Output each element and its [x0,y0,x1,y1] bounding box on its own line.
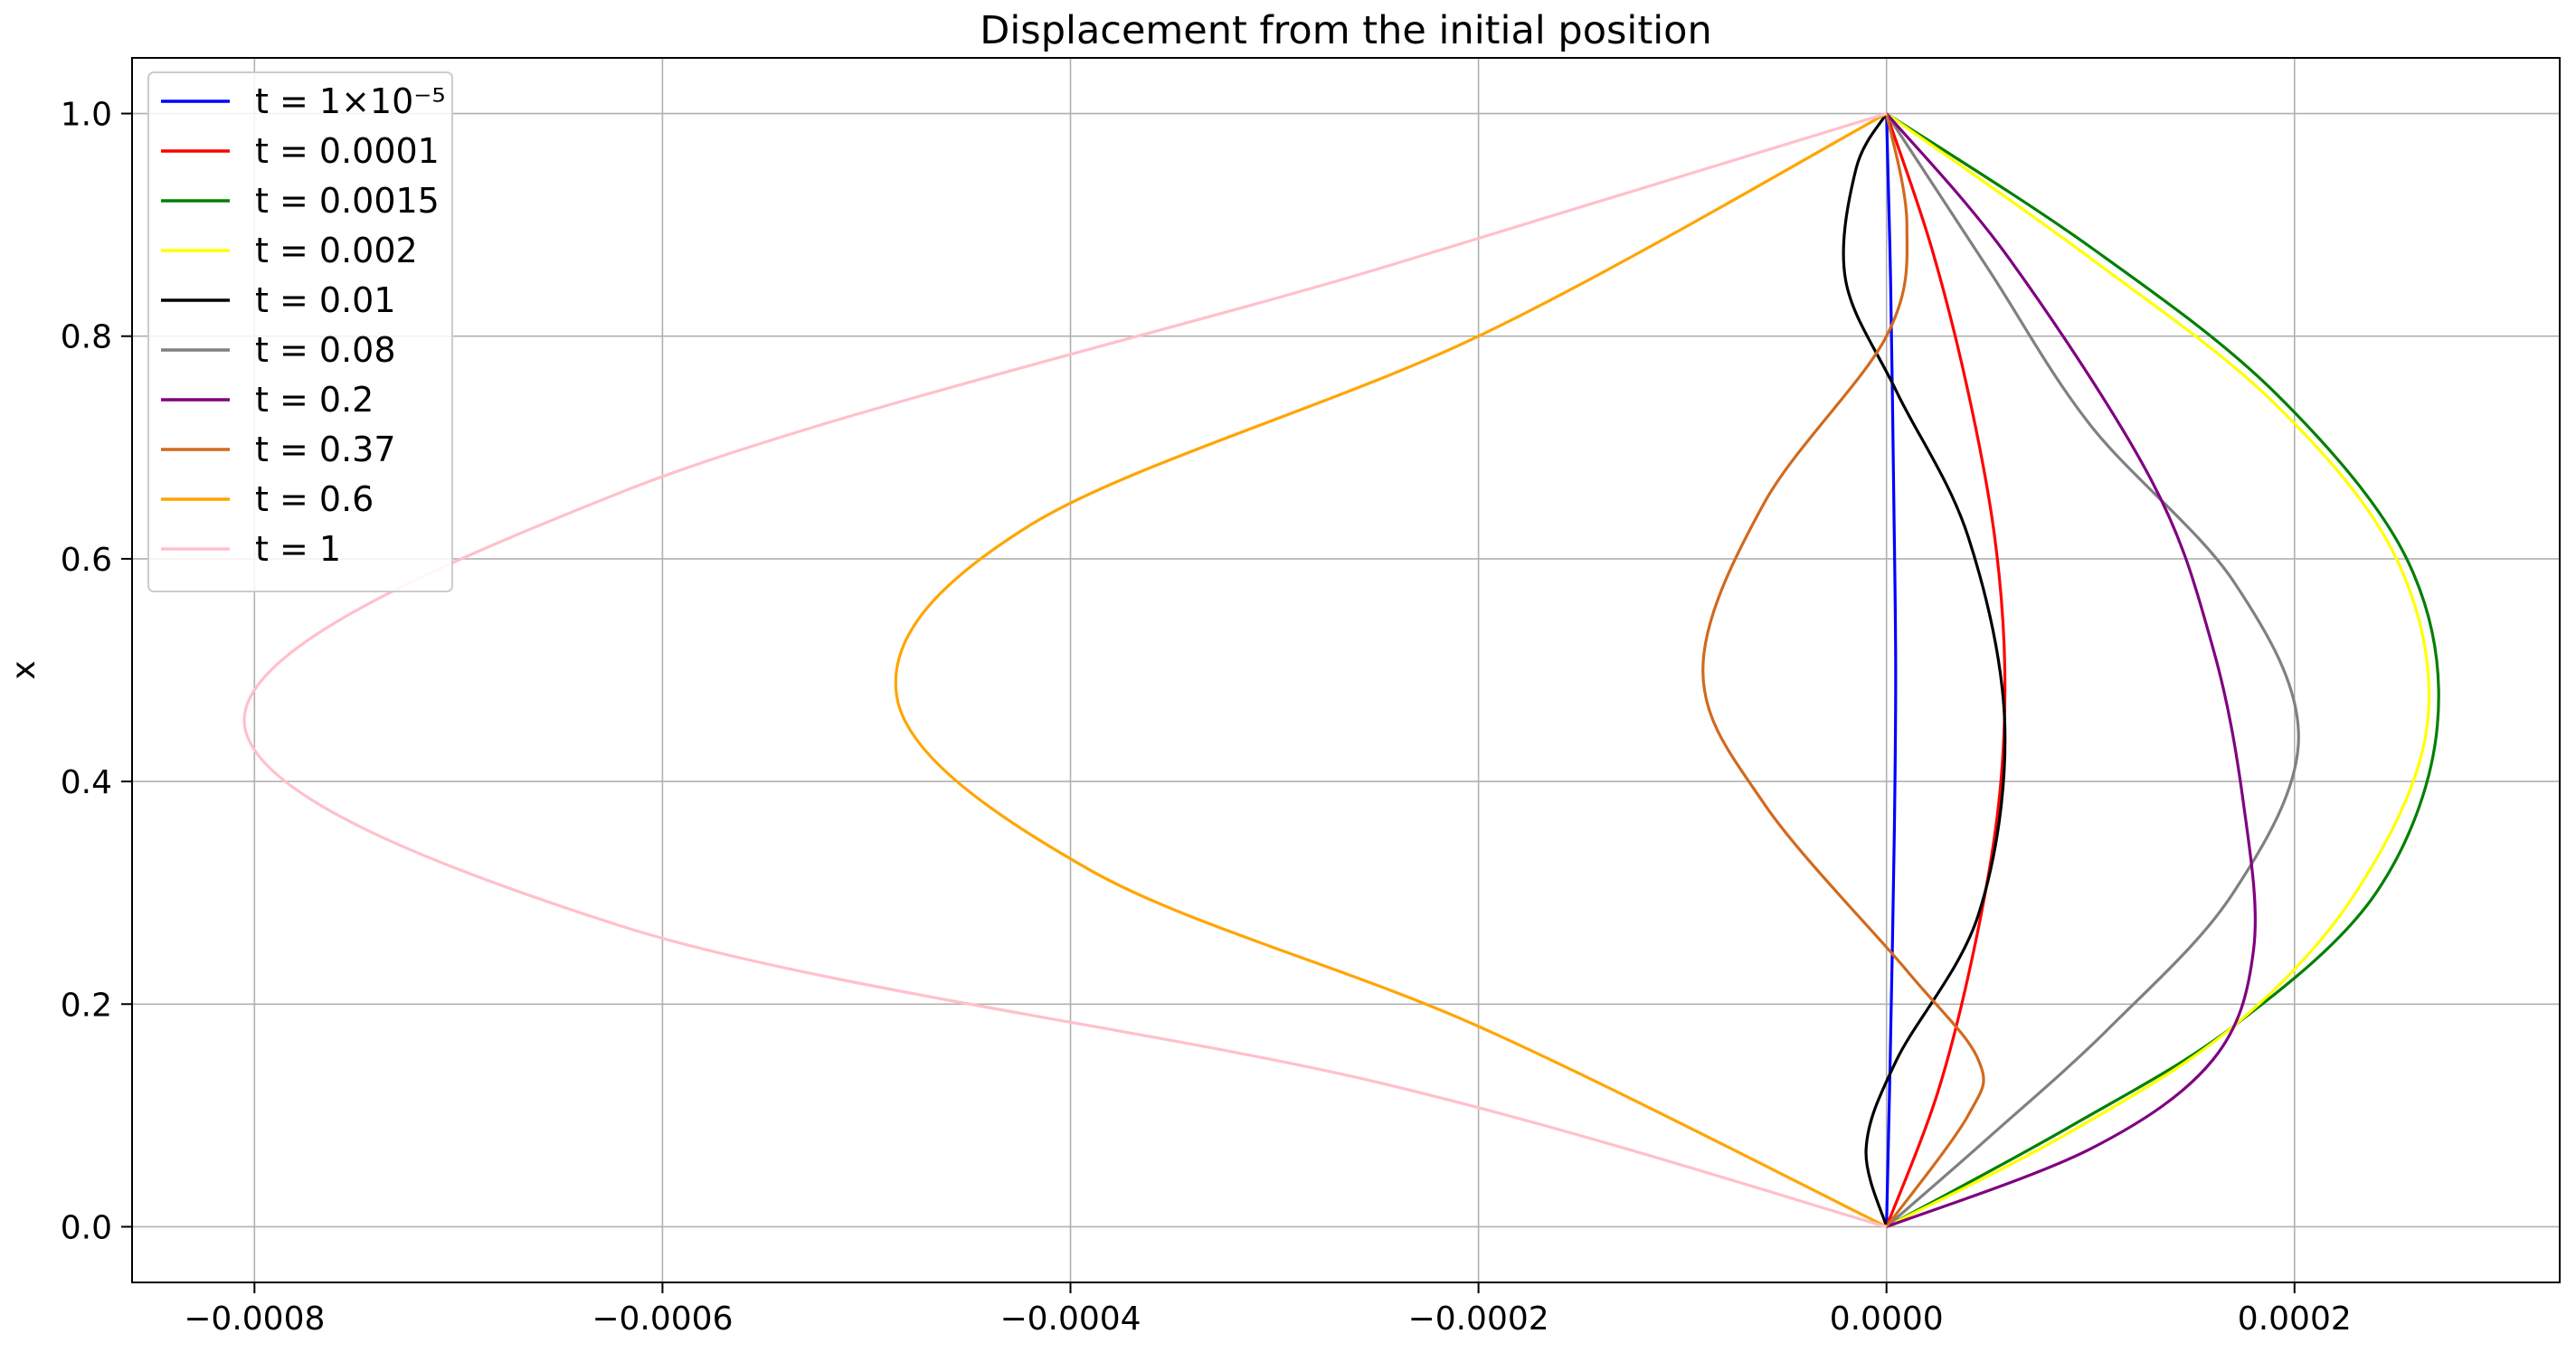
y-tick-label: 0.6 [61,542,112,579]
grid [132,58,2560,1282]
x-tick-label: −0.0002 [1408,1301,1549,1338]
y-tick-label: 0.2 [61,987,112,1024]
series-line-4 [1885,112,2431,1228]
series-line-7 [1885,112,2257,1228]
ticks: −0.0008 −0.0006 −0.0004 −0.0002 0.0000 0.0002… [61,97,2352,1338]
x-tick-label: 0.0002 [2238,1301,2352,1338]
y-tick-label: 1.0 [61,97,112,134]
series-line-8 [1701,113,1985,1228]
series-line-6 [1885,112,2300,1228]
legend-label: t = 0.0001 [255,131,440,171]
series-line-5 [1842,112,2007,1227]
y-axis-label: x [5,660,43,679]
x-tick-label: 0.0000 [1830,1301,1944,1338]
series-line-1 [1885,113,1898,1227]
series-line-3 [1885,112,2440,1228]
legend-label: t = 1×10⁻⁵ [255,81,446,121]
series-layer [242,112,2440,1228]
series-line-10 [242,112,1888,1228]
y-tick-label: 0.4 [61,764,112,801]
series-line-2 [1885,113,2007,1228]
legend-label: t = 0.002 [255,231,418,270]
legend-label: t = 0.0015 [255,181,440,221]
legend-label: t = 0.37 [255,430,396,469]
legend: t = 1×10⁻⁵ t = 0.0001 t = 0.0015 t = 0.002 t… [147,71,453,592]
legend-label: t = 0.6 [255,479,374,519]
legend-label: t = 0.01 [255,280,396,320]
plot-frame [131,57,2561,1283]
series-line-9 [894,112,1888,1228]
x-tick-label: −0.0004 [999,1301,1141,1338]
legend-label: t = 1 [255,529,341,569]
y-tick-label: 0.8 [61,319,112,356]
chart-title: Displacement from the initial position [980,8,1711,53]
x-tick-label: −0.0008 [184,1301,325,1338]
y-tick-label: 0.0 [61,1209,112,1246]
legend-label: t = 0.2 [255,380,374,420]
legend-label: t = 0.08 [255,330,396,370]
x-tick-label: −0.0006 [592,1301,733,1338]
